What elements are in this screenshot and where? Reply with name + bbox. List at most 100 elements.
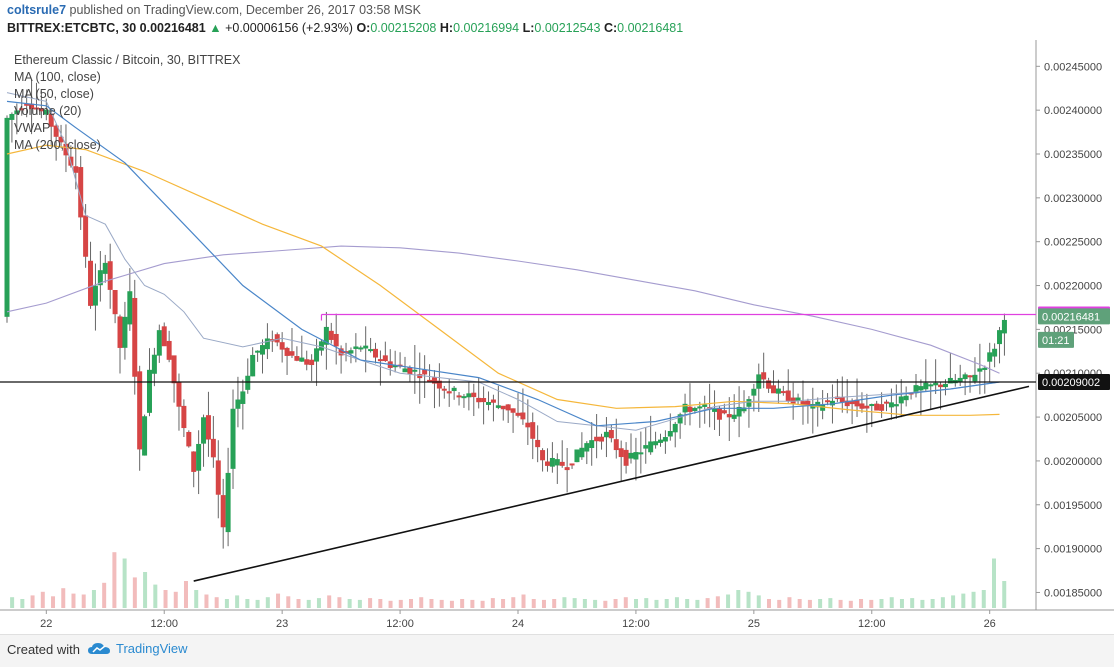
legend-ma50[interactable]: MA (50, close) — [14, 87, 94, 101]
candle-body — [294, 356, 300, 361]
legend-ma200[interactable]: MA (200, close) — [14, 138, 101, 152]
candle-body — [982, 367, 988, 370]
price-chart[interactable]: 0.00185000 0.00190000 0.00195000 0.00200000… — [0, 40, 1114, 634]
volume-bar — [470, 599, 475, 608]
candle-body — [19, 108, 25, 111]
volume-bar — [623, 597, 628, 608]
tradingview-link[interactable]: TradingView — [87, 641, 188, 656]
last-price-text: 0.00216481 — [139, 21, 206, 35]
volume-bar — [480, 600, 485, 608]
volume-bar — [838, 599, 843, 608]
candle-body — [486, 401, 492, 405]
candle-body — [176, 381, 182, 407]
legend-vwap[interactable]: VWAP — [14, 121, 51, 135]
candle-body — [505, 404, 511, 411]
candle-body — [687, 406, 693, 412]
ascending-trendline[interactable] — [193, 385, 1030, 582]
candle-body — [530, 422, 536, 439]
volume-bar — [828, 598, 833, 608]
candle-body — [540, 450, 546, 461]
candle-body — [88, 260, 94, 306]
volume-bar — [552, 599, 557, 608]
candle-body — [972, 374, 978, 382]
volume-bar — [541, 599, 546, 608]
candle-body — [127, 291, 133, 325]
volume-bar — [756, 595, 761, 608]
axis-label-text: 01:21 — [1042, 335, 1070, 347]
candle-body — [697, 406, 703, 409]
axis-label-box — [1038, 373, 1110, 390]
candle-body — [186, 431, 192, 447]
volume-bar — [951, 595, 956, 608]
candle-body — [574, 449, 580, 463]
candle-body — [205, 415, 211, 440]
volume-bar — [848, 600, 853, 608]
volume-bar — [889, 597, 894, 608]
x-tick-label: 12:00 — [622, 618, 650, 630]
volume-bar — [981, 590, 986, 608]
close-value: 0.00216481 — [617, 21, 684, 35]
x-tick-label: 25 — [748, 618, 760, 630]
volume-bar — [316, 598, 321, 608]
candle-body — [638, 452, 644, 455]
candle-body — [9, 113, 15, 120]
volume-bar — [132, 577, 137, 608]
candle-body — [761, 372, 767, 380]
volume-bar — [245, 599, 250, 608]
volume-bar — [869, 599, 874, 608]
candle-body — [43, 109, 49, 115]
candle-body — [373, 348, 379, 358]
candle-body — [825, 400, 831, 403]
candle-body — [146, 369, 152, 413]
candle-body — [667, 431, 673, 437]
chart-legend: Ethereum Classic / Bitcoin, 30, BITTREX … — [14, 52, 240, 154]
candle-body — [456, 395, 462, 398]
candle-body — [481, 398, 487, 403]
candle-body — [196, 443, 202, 471]
candle-body — [977, 368, 983, 372]
candle-body — [446, 391, 452, 394]
volume-bar — [603, 600, 608, 608]
author-name[interactable]: coltsrule7 — [7, 3, 67, 17]
candle-body — [260, 345, 265, 355]
volume-bar — [920, 599, 925, 608]
volume-bar — [501, 599, 506, 608]
volume-bar — [613, 599, 618, 608]
candle-body — [92, 285, 98, 306]
legend-volume[interactable]: Volume (20) — [14, 104, 82, 118]
candle-body — [245, 375, 251, 390]
candle-body — [942, 383, 948, 388]
candle-body — [938, 384, 944, 388]
volume-bar — [582, 599, 587, 608]
candle-body — [618, 448, 624, 458]
volume-bar — [40, 591, 45, 608]
volume-bar — [797, 599, 802, 608]
chart-header: coltsrule7 published on TradingView.com,… — [0, 0, 1114, 40]
candle-body — [181, 405, 187, 429]
volume-bar — [327, 595, 332, 608]
candle-body — [156, 330, 162, 356]
candle-body — [363, 345, 369, 349]
candle-body — [441, 388, 447, 391]
volume-bar — [746, 591, 751, 608]
legend-ma100[interactable]: MA (100, close) — [14, 70, 101, 84]
volume-bar — [102, 582, 107, 608]
volume-bar — [194, 590, 199, 608]
low-value: 0.00212543 — [534, 21, 601, 35]
candle-body — [230, 408, 236, 469]
ma200-line — [6, 245, 1000, 374]
candle-body — [107, 261, 113, 290]
volume-bar — [337, 597, 342, 608]
vwap-line — [6, 92, 1000, 431]
candle-body — [215, 460, 221, 495]
candle-body — [608, 430, 614, 439]
volume-bar — [961, 593, 966, 608]
candle-body — [284, 347, 290, 356]
candle-body — [279, 342, 285, 350]
open-label: O: — [356, 21, 371, 35]
candle-body — [564, 467, 570, 471]
candle-body — [431, 377, 437, 384]
volume-bar — [695, 599, 700, 608]
volume-bar — [143, 572, 148, 608]
candle-body — [657, 439, 663, 443]
